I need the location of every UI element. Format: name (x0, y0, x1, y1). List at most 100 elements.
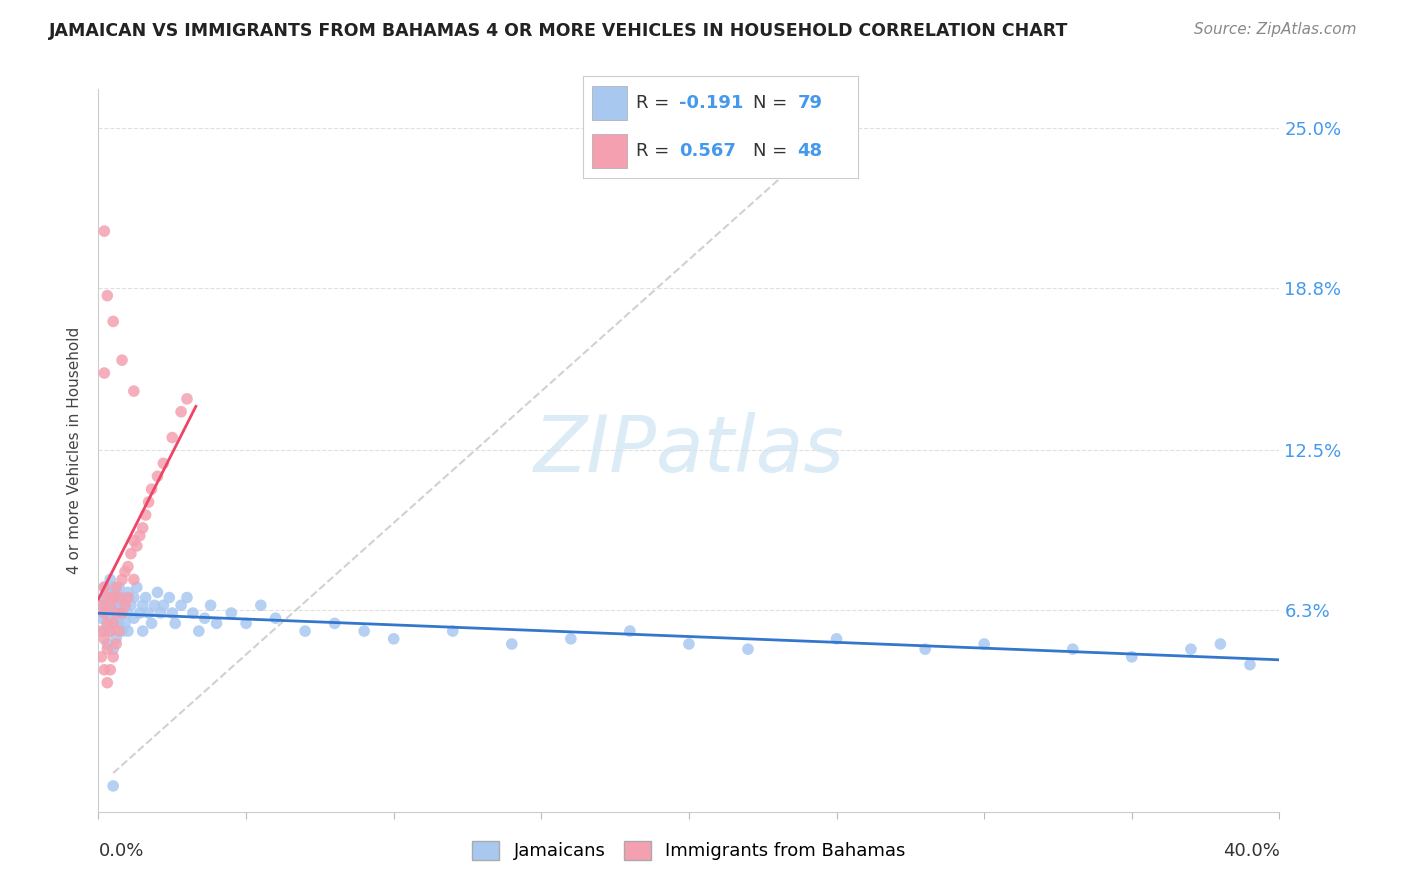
Point (105, 606, 128, 620)
Point (176, 392, 198, 406)
Point (108, 580, 131, 594)
Point (96, 642, 118, 657)
Point (98, 663, 121, 677)
Point (181, 606, 204, 620)
Point (128, 606, 150, 620)
Point (96, 675, 118, 690)
Point (93, 606, 115, 620)
Point (152, 599, 174, 613)
Point (103, 616, 125, 631)
Point (114, 599, 136, 613)
Point (90, 649, 112, 664)
Text: 79: 79 (797, 94, 823, 112)
Point (98, 599, 121, 613)
Point (170, 599, 193, 613)
Point (1062, 642, 1084, 657)
Point (105, 632, 128, 646)
Point (250, 599, 273, 613)
Point (146, 469, 169, 483)
Point (122, 573, 145, 587)
Point (143, 599, 166, 613)
Point (1180, 642, 1202, 657)
Point (96, 585, 118, 599)
Point (93, 624, 115, 639)
Text: 0.0%: 0.0% (98, 842, 143, 860)
Point (90, 624, 112, 639)
Point (737, 642, 759, 657)
Legend: Jamaicans, Immigrants from Bahamas: Jamaicans, Immigrants from Bahamas (465, 834, 912, 868)
Point (117, 624, 139, 639)
Y-axis label: 4 or more Vehicles in Household: 4 or more Vehicles in Household (67, 326, 83, 574)
Point (678, 637, 700, 651)
Text: R =: R = (636, 94, 675, 112)
Point (441, 624, 464, 639)
Point (93, 580, 115, 594)
Point (825, 632, 848, 646)
Point (105, 591, 128, 605)
Point (108, 591, 131, 605)
Point (98, 573, 121, 587)
Point (187, 624, 209, 639)
Point (132, 521, 155, 535)
Point (141, 616, 163, 631)
Point (162, 606, 183, 620)
Point (221, 606, 243, 620)
Point (103, 314, 125, 328)
Point (103, 642, 125, 657)
Point (176, 591, 198, 605)
Point (120, 599, 142, 613)
Point (108, 599, 131, 613)
FancyBboxPatch shape (592, 135, 627, 168)
Point (111, 591, 134, 605)
Point (117, 559, 139, 574)
Point (205, 616, 228, 631)
Point (103, 779, 125, 793)
Point (103, 649, 125, 664)
Point (120, 547, 142, 561)
Point (122, 384, 145, 398)
Point (90, 611, 112, 625)
Point (382, 632, 405, 646)
Point (111, 624, 134, 639)
Point (235, 616, 257, 631)
Point (105, 580, 128, 594)
Point (93, 632, 115, 646)
Point (96, 591, 118, 605)
Point (105, 637, 128, 651)
Point (152, 456, 174, 470)
Text: -0.191: -0.191 (679, 94, 744, 112)
Point (93, 591, 115, 605)
Point (138, 606, 160, 620)
Point (108, 616, 131, 631)
Point (111, 353, 134, 368)
Point (1209, 637, 1232, 651)
Point (90, 599, 112, 613)
Point (122, 611, 145, 625)
Point (125, 539, 148, 553)
Point (111, 573, 134, 587)
Point (132, 599, 155, 613)
Point (103, 599, 125, 613)
Point (111, 606, 134, 620)
Point (105, 611, 128, 625)
Point (103, 616, 125, 631)
Text: Source: ZipAtlas.com: Source: ZipAtlas.com (1194, 22, 1357, 37)
Point (98, 591, 121, 605)
Point (157, 591, 180, 605)
Point (162, 431, 183, 445)
Point (111, 606, 134, 620)
Point (165, 616, 187, 631)
Point (149, 606, 172, 620)
Point (114, 616, 136, 631)
Text: R =: R = (636, 142, 675, 160)
Point (108, 624, 131, 639)
Point (93, 366, 115, 380)
Point (125, 580, 148, 594)
Point (135, 508, 157, 522)
Point (132, 624, 155, 639)
Point (194, 611, 217, 625)
Point (560, 632, 582, 646)
Text: 0.567: 0.567 (679, 142, 737, 160)
Text: 48: 48 (797, 142, 823, 160)
Point (264, 611, 287, 625)
